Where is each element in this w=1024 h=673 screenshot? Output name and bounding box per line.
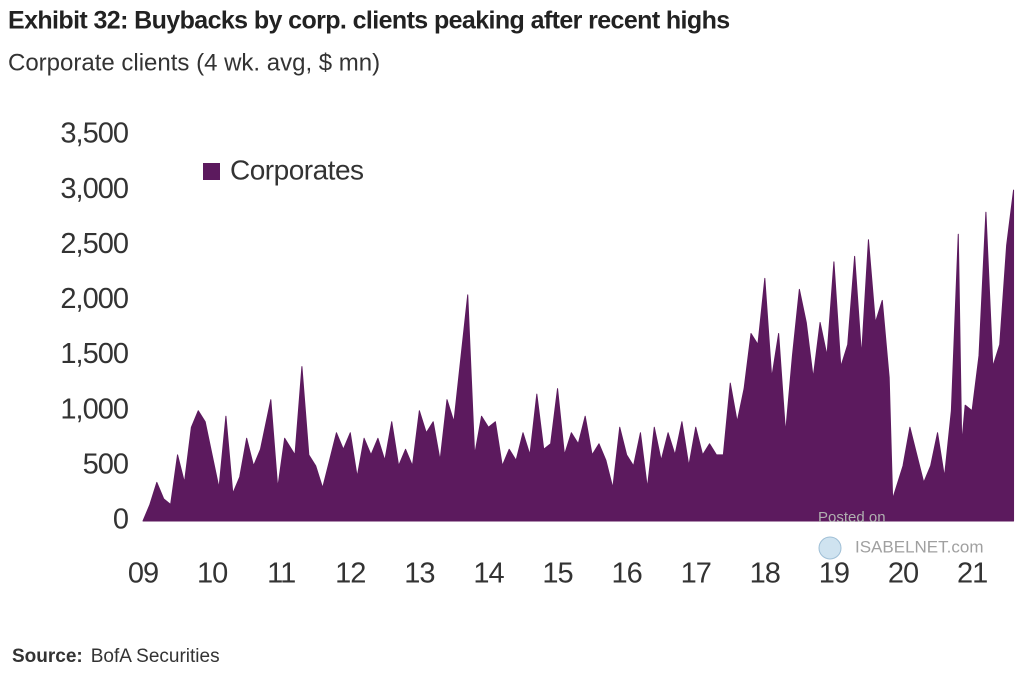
y-tick-label: 2,000 — [60, 283, 128, 315]
source-text: BofA Securities — [91, 646, 220, 667]
legend-label: Corporates — [230, 154, 364, 185]
x-tick-label: 15 — [542, 558, 572, 590]
watermark-logo — [818, 536, 842, 560]
x-tick-label: 11 — [267, 558, 295, 590]
y-tick-label: 500 — [83, 449, 128, 481]
watermark: ISABELNET.com — [855, 537, 984, 556]
y-tick-label: 0 — [113, 504, 128, 536]
y-tick-label: 3,000 — [60, 173, 128, 205]
x-tick-label: 19 — [819, 558, 849, 590]
chart-subtitle: Corporate clients (4 wk. avg, $ mn) — [8, 49, 380, 76]
x-tick-label: 18 — [750, 558, 780, 590]
x-tick-label: 21 — [957, 558, 987, 590]
chart-title: Exhibit 32: Buybacks by corp. clients pe… — [8, 7, 730, 35]
y-tick-label: 1,000 — [60, 393, 128, 425]
source-label: Source: — [12, 646, 83, 667]
x-tick-label: 12 — [335, 558, 365, 590]
y-tick-label: 2,500 — [60, 228, 128, 260]
x-tick-label: 16 — [612, 558, 642, 590]
x-tick-label: 13 — [404, 558, 434, 590]
x-tick-label: 17 — [681, 558, 711, 590]
area — [142, 189, 1015, 522]
legend-swatch — [203, 163, 220, 180]
x-tick-label: 10 — [197, 558, 227, 590]
y-tick-label: 3,500 — [60, 118, 128, 150]
y-tick-label: 1,500 — [60, 338, 128, 370]
x-tick-label: 14 — [473, 558, 504, 590]
source: Source: BofA Securities — [12, 646, 220, 667]
x-tick-label: 09 — [128, 558, 158, 590]
watermark: Posted on — [818, 509, 886, 526]
x-tick-label: 20 — [888, 558, 918, 590]
